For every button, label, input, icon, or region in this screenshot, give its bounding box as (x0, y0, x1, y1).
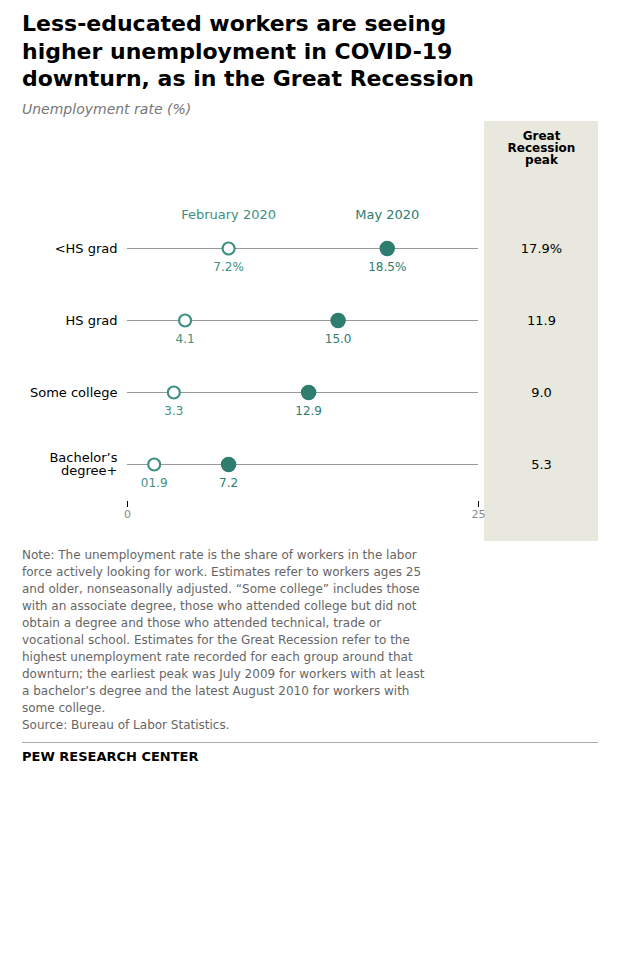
svg-text:February 2020: February 2020 (181, 206, 276, 221)
svg-text:0: 0 (124, 508, 131, 521)
svg-text:5.3: 5.3 (531, 456, 552, 471)
html-text:Note: The unemployment rate is: Note: The unemployment rate is the share… (22, 547, 425, 732)
svg-text:17.9%: 17.9% (521, 240, 562, 255)
html-text:Unemployment rate (%): Unemployment rate (%) (22, 100, 192, 117)
svg-text:<HS grad: <HS grad (55, 240, 118, 255)
svg-text:Some college: Some college (30, 384, 118, 399)
svg-text:3.3: 3.3 (164, 404, 183, 418)
svg-text:18.5%: 18.5% (368, 260, 406, 274)
svg-text:May 2020: May 2020 (355, 206, 419, 221)
html-text:PEW RESEARCH CENTER: PEW RESEARCH CENTER (22, 748, 199, 764)
svg-text:Bachelor’sdegree+: Bachelor’sdegree+ (49, 450, 117, 478)
svg-text:GreatRecessionpeak: GreatRecessionpeak (508, 129, 576, 167)
svg-text:HS grad: HS grad (66, 312, 118, 327)
svg-text:01.9: 01.9 (141, 476, 168, 490)
svg-text:15.0: 15.0 (325, 332, 352, 346)
svg-text:7.2: 7.2 (219, 476, 238, 490)
svg-text:7.2%: 7.2% (213, 260, 244, 274)
svg-text:12.9: 12.9 (295, 404, 322, 418)
svg-text:9.0: 9.0 (531, 384, 552, 399)
svg-text:25: 25 (472, 508, 486, 521)
html-text:Less-educated workers are seei: Less-educated workers are seeing higher … (22, 11, 474, 91)
svg-text:4.1: 4.1 (176, 332, 195, 346)
svg-text:11.9: 11.9 (527, 312, 556, 327)
